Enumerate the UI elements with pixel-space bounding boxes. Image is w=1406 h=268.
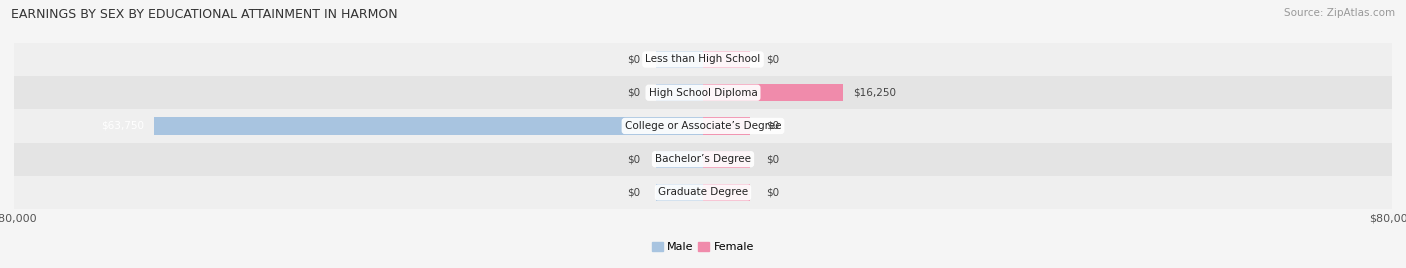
- Bar: [14, 176, 1392, 209]
- Text: $0: $0: [766, 154, 779, 164]
- Bar: [655, 151, 703, 168]
- Text: $16,250: $16,250: [853, 88, 896, 98]
- Bar: [14, 76, 1392, 109]
- Bar: [14, 43, 1392, 76]
- Text: Bachelor’s Degree: Bachelor’s Degree: [655, 154, 751, 164]
- Bar: [14, 109, 1392, 143]
- Bar: [703, 151, 751, 168]
- Text: $63,750: $63,750: [101, 121, 143, 131]
- Text: $0: $0: [627, 187, 640, 198]
- Text: $0: $0: [766, 54, 779, 65]
- Bar: [703, 51, 751, 68]
- Text: $0: $0: [627, 154, 640, 164]
- Bar: [655, 51, 703, 68]
- Text: College or Associate’s Degree: College or Associate’s Degree: [624, 121, 782, 131]
- Text: Less than High School: Less than High School: [645, 54, 761, 65]
- Bar: [703, 117, 751, 135]
- Bar: [655, 184, 703, 201]
- Text: High School Diploma: High School Diploma: [648, 88, 758, 98]
- Bar: [703, 184, 751, 201]
- Bar: [655, 84, 703, 101]
- Bar: [703, 84, 844, 101]
- Bar: [155, 117, 703, 135]
- Text: $0: $0: [627, 88, 640, 98]
- Text: $0: $0: [627, 54, 640, 65]
- Text: EARNINGS BY SEX BY EDUCATIONAL ATTAINMENT IN HARMON: EARNINGS BY SEX BY EDUCATIONAL ATTAINMEN…: [11, 8, 398, 21]
- Text: $0: $0: [766, 121, 779, 131]
- Bar: [14, 143, 1392, 176]
- Text: Graduate Degree: Graduate Degree: [658, 187, 748, 198]
- Text: Source: ZipAtlas.com: Source: ZipAtlas.com: [1284, 8, 1395, 18]
- Legend: Male, Female: Male, Female: [647, 237, 759, 257]
- Text: $0: $0: [766, 187, 779, 198]
